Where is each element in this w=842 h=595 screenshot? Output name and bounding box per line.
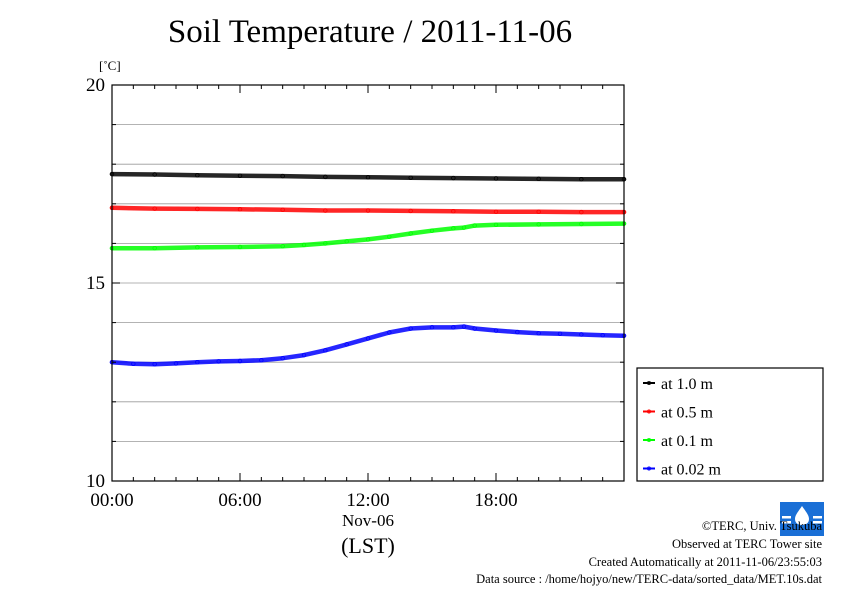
data-point	[344, 342, 349, 347]
data-point	[280, 356, 285, 361]
data-point	[323, 174, 328, 180]
x-tick-label: 00:00	[90, 490, 133, 511]
data-point	[408, 231, 413, 236]
y-tick-label: 15	[86, 273, 105, 294]
data-point	[237, 207, 243, 212]
data-point	[365, 175, 371, 180]
legend-marker	[647, 466, 652, 471]
legend-marker	[647, 409, 652, 414]
data-point	[237, 244, 243, 250]
y-tick-label: 20	[86, 75, 105, 96]
terc-logo-icon	[780, 502, 824, 536]
x-tick-label: 18:00	[474, 490, 517, 511]
data-point	[216, 359, 221, 364]
data-point	[536, 222, 541, 227]
x-axis-date-label: Nov-06	[342, 511, 394, 530]
data-point	[536, 176, 541, 182]
data-point	[493, 328, 499, 333]
data-point	[301, 242, 307, 248]
y-axis-unit-label: [˚C]	[99, 58, 121, 73]
data-point	[344, 239, 349, 244]
y-tick-label: 10	[86, 471, 105, 492]
data-point	[579, 332, 584, 337]
legend-label: at 0.1 m	[661, 433, 714, 450]
footer-created: Created Automatically at 2011-11-06/23:5…	[588, 555, 822, 569]
data-point	[461, 324, 467, 329]
data-point	[408, 326, 413, 331]
legend-marker	[647, 437, 652, 442]
chart-title: Soil Temperature / 2011-11-06	[167, 14, 573, 50]
data-point	[152, 172, 157, 177]
data-point	[323, 208, 328, 213]
data-point	[152, 361, 157, 367]
data-point	[237, 358, 243, 364]
data-point	[195, 245, 200, 250]
data-point	[493, 209, 499, 214]
data-point	[408, 208, 413, 214]
series-line	[109, 205, 627, 215]
series-line	[109, 221, 627, 251]
data-point	[451, 226, 456, 231]
data-point	[579, 209, 584, 215]
data-point	[451, 175, 456, 181]
x-axis-unit-label: (LST)	[341, 533, 395, 558]
data-point	[579, 177, 584, 182]
data-point	[280, 243, 285, 249]
data-point	[429, 325, 435, 330]
footer-source: Data source : /home/hojyo/new/TERC-data/…	[476, 572, 822, 586]
data-point	[152, 245, 157, 251]
data-point	[387, 234, 392, 239]
data-point	[131, 361, 136, 366]
data-point	[195, 360, 200, 365]
data-point	[152, 206, 157, 211]
x-tick-label: 12:00	[346, 490, 389, 511]
legend-box	[636, 367, 824, 482]
series-line	[109, 324, 627, 367]
data-point	[280, 173, 285, 179]
data-point	[237, 173, 243, 178]
data-point	[579, 221, 584, 227]
data-point	[451, 325, 456, 330]
data-point	[301, 352, 307, 358]
data-point	[429, 228, 435, 233]
data-point	[451, 209, 456, 214]
legend-label: at 0.02 m	[661, 462, 722, 479]
data-point	[387, 330, 392, 335]
data-point	[365, 237, 371, 242]
data-point	[365, 208, 371, 213]
data-point	[365, 336, 371, 341]
data-point	[461, 225, 467, 230]
x-tick-label: 06:00	[218, 490, 261, 511]
footer-site: Observed at TERC Tower site	[671, 537, 822, 551]
data-point	[472, 326, 477, 331]
footer-copyright: ©TERC, Univ. Tsukuba	[701, 519, 822, 533]
data-point	[472, 223, 477, 228]
series-line	[109, 171, 627, 182]
data-point	[408, 175, 413, 180]
data-point	[515, 329, 520, 335]
data-point	[195, 206, 200, 212]
legend-marker	[647, 380, 652, 385]
data-point	[557, 331, 563, 336]
data-point	[493, 176, 499, 181]
data-point	[600, 333, 605, 338]
legend-label: at 0.5 m	[661, 405, 714, 422]
data-point	[195, 173, 200, 178]
data-point	[493, 222, 499, 227]
legend-label: at 1.0 m	[661, 376, 714, 393]
data-point	[280, 207, 285, 212]
data-point	[173, 361, 179, 366]
data-point	[323, 348, 328, 353]
terc-logo	[780, 502, 824, 536]
data-point	[536, 331, 541, 336]
data-point	[536, 209, 541, 214]
data-point	[323, 241, 328, 246]
data-point	[259, 358, 264, 363]
